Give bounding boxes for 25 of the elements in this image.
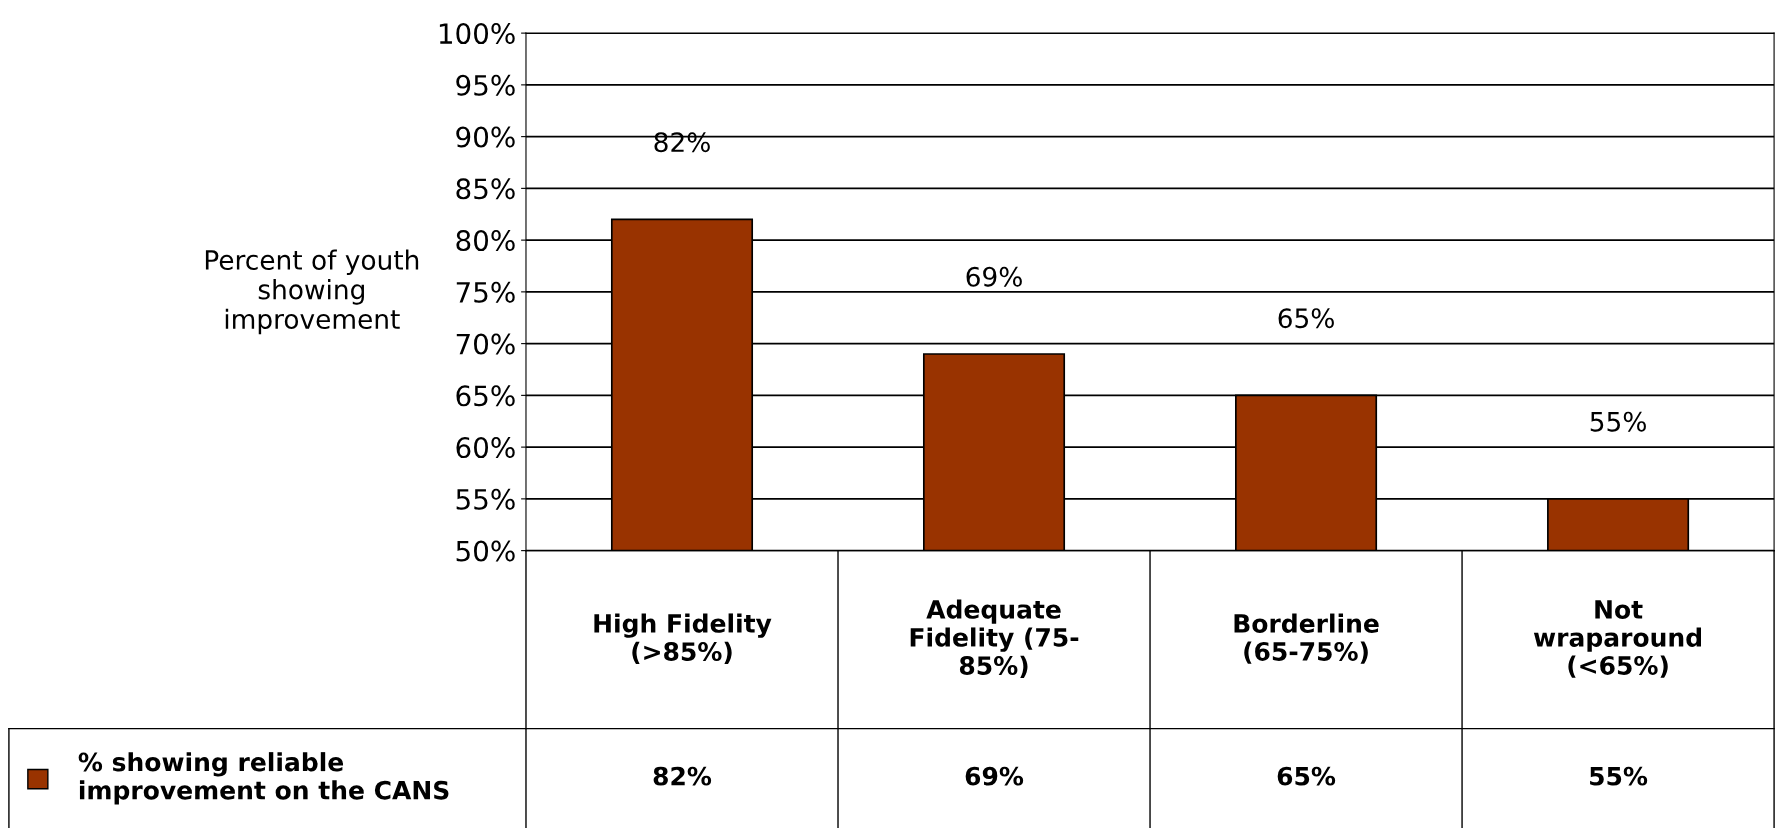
y-tick-label: 65% xyxy=(456,385,515,407)
data-label: 82% xyxy=(653,766,712,786)
y-tick-label: 85% xyxy=(456,178,515,200)
y-tick-label: 55% xyxy=(456,488,515,510)
x-tick-label: Not wraparound (<65%) xyxy=(1533,600,1701,678)
data-label: 65% xyxy=(1277,766,1336,786)
y-tick-label: 75% xyxy=(456,281,515,303)
text: 65% xyxy=(1278,308,1334,329)
y-tick-label: 80% xyxy=(456,230,515,252)
x-tick-label: Borderline (65-75%) xyxy=(1234,613,1379,664)
y-tick-label: 90% xyxy=(456,126,515,148)
x-tick-label: Adequate Fidelity (75- 85%) xyxy=(910,599,1079,678)
data-label: 69% xyxy=(965,766,1024,786)
text: 55% xyxy=(1590,411,1646,432)
x-tick-label: High Fidelity (>85%) xyxy=(594,613,772,664)
data-label: 55% xyxy=(1590,766,1648,786)
y-tick-label: 95% xyxy=(456,74,515,96)
legend-label: % showing reliable improvement on the CANS xyxy=(78,752,449,805)
y-tick-label: 50% xyxy=(456,540,515,562)
y-axis-title: Percent of youth showing improvement xyxy=(205,249,419,335)
y-tick-label: 100% xyxy=(439,23,515,45)
y-tick-label: 60% xyxy=(456,437,515,459)
y-tick-label: 70% xyxy=(456,333,515,355)
text: 82% xyxy=(654,132,710,153)
text: 69% xyxy=(966,266,1022,287)
